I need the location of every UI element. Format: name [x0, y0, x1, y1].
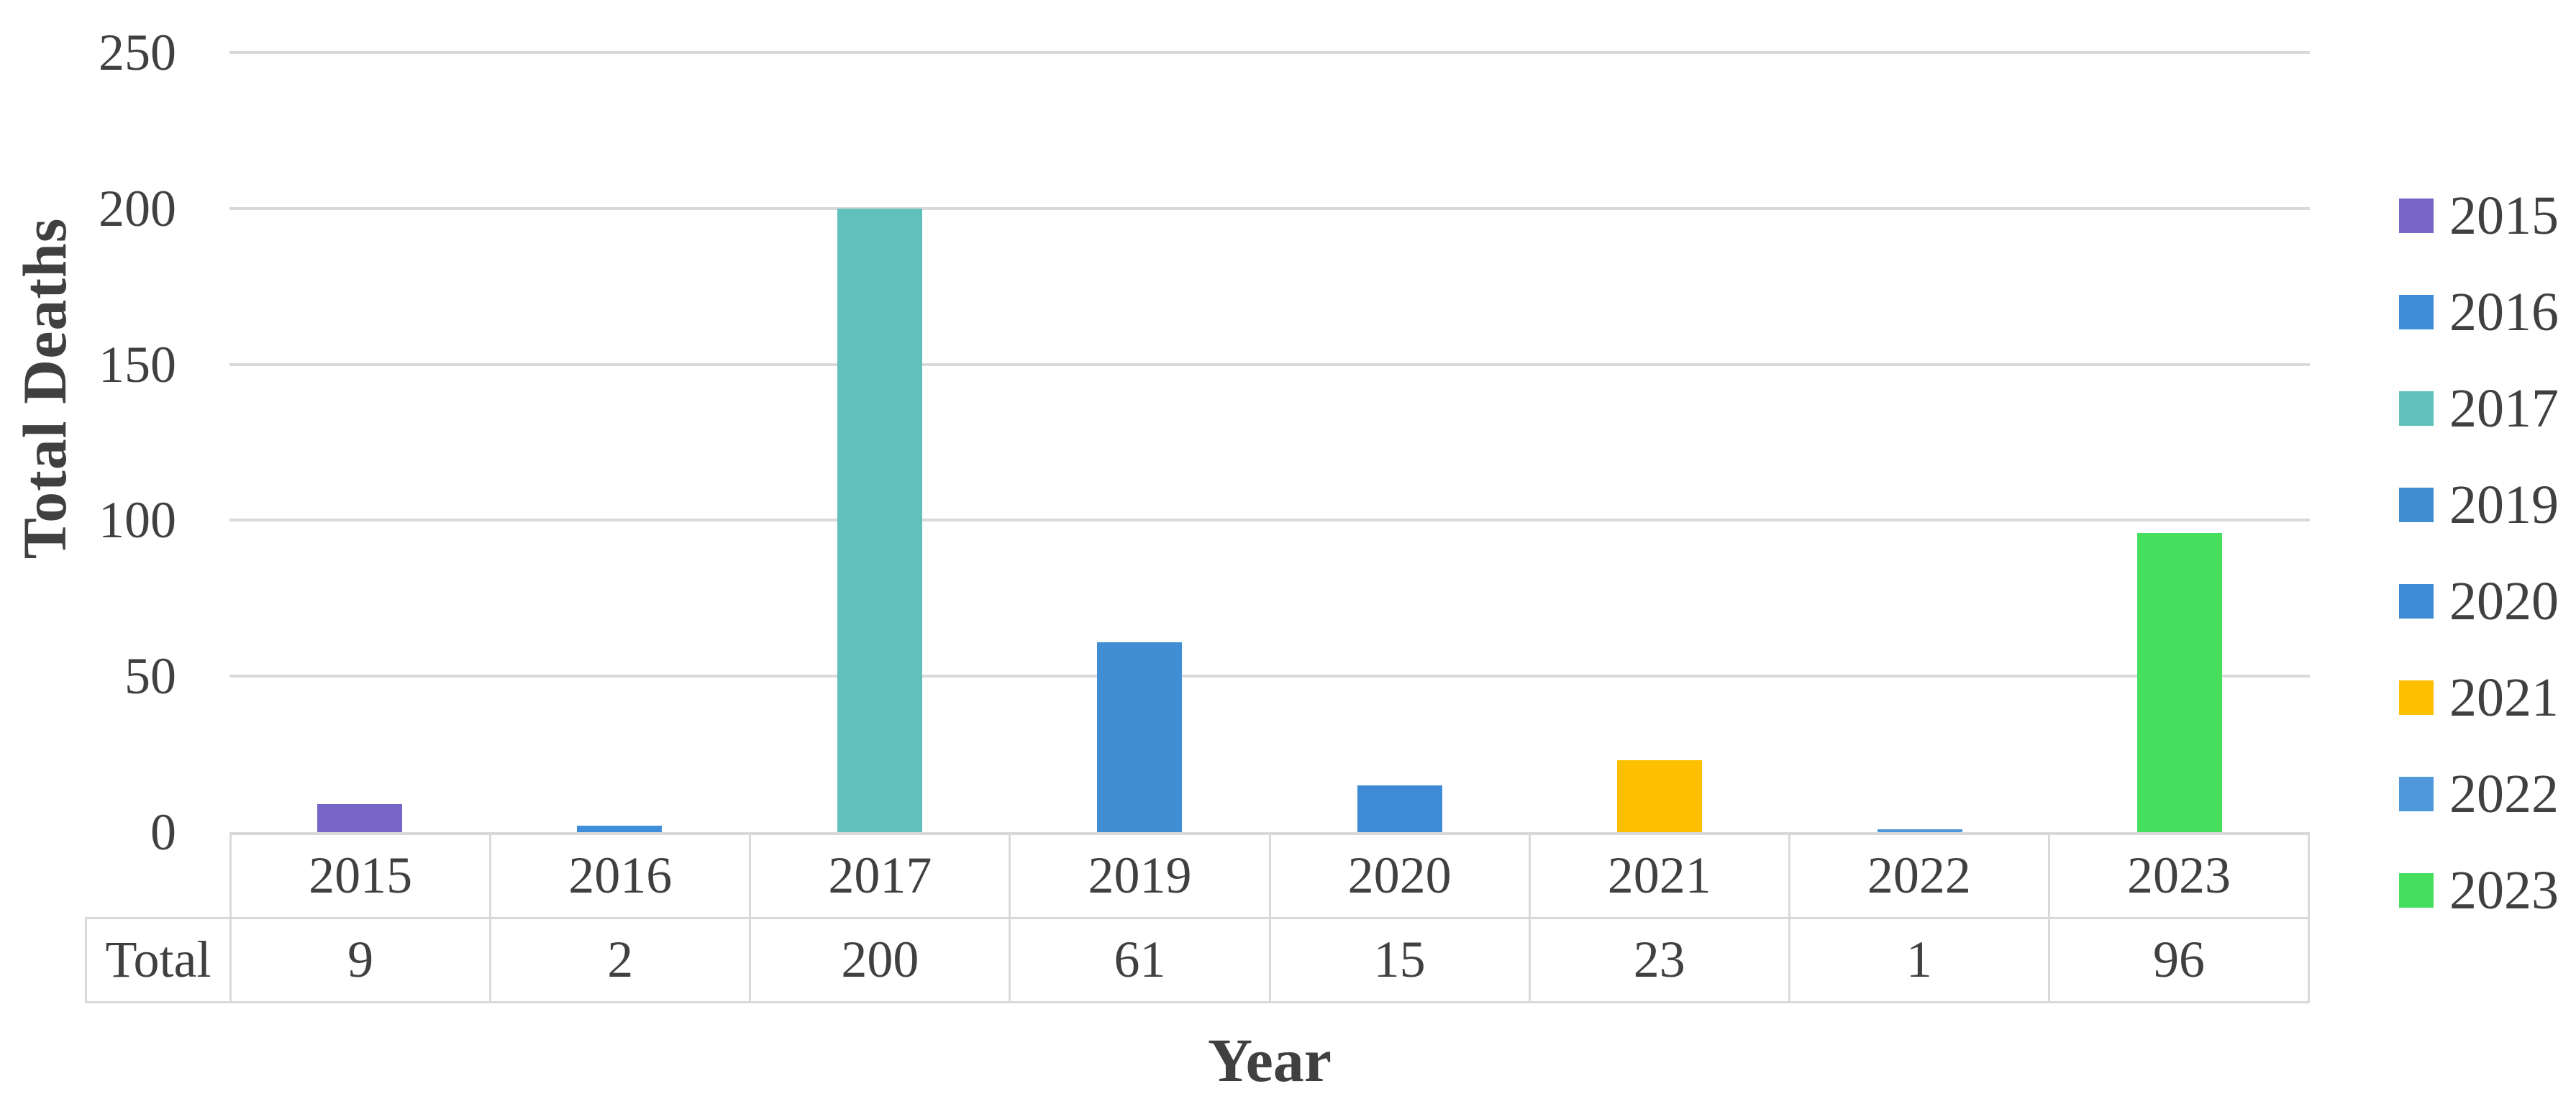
- gridline-250: [229, 51, 2310, 54]
- legend-item-2021: 2021: [2399, 667, 2559, 728]
- legend-label-2020: 2020: [2449, 571, 2559, 631]
- bar-2015: [317, 803, 402, 832]
- table-value-cell-2015: 9: [229, 919, 489, 1001]
- legend-label-2022: 2022: [2449, 764, 2559, 824]
- y-tick-label-250: 250: [99, 24, 176, 81]
- bar-2019: [1097, 642, 1183, 832]
- legend-item-2022: 2022: [2399, 764, 2559, 824]
- gridline-200: [229, 206, 2310, 210]
- legend-label-2017: 2017: [2449, 378, 2559, 439]
- bar-2016: [577, 826, 663, 832]
- x-category-cell-2021: 2021: [1528, 835, 1788, 917]
- data-table-total-row: Total 9 2 200 61 15 23 1 96: [85, 917, 2310, 1003]
- table-value-cell-2022: 1: [1788, 919, 2048, 1001]
- legend-swatch-2023: [2399, 873, 2434, 908]
- data-table-row-label: Total: [85, 919, 229, 1001]
- gridline-50: [229, 675, 2310, 678]
- x-category-cell-2015: 2015: [229, 835, 489, 917]
- legend-swatch-2017: [2399, 391, 2434, 426]
- legend-item-2023: 2023: [2399, 860, 2559, 921]
- bar-2021: [1617, 760, 1703, 832]
- x-category-cell-2022: 2022: [1788, 835, 2048, 917]
- bar-2023: [2137, 532, 2223, 832]
- legend-swatch-2021: [2399, 680, 2434, 715]
- legend-item-2019: 2019: [2399, 475, 2559, 535]
- legend-swatch-2020: [2399, 584, 2434, 619]
- gridline-150: [229, 362, 2310, 366]
- table-value-cell-2023: 96: [2047, 919, 2308, 1001]
- legend-item-2016: 2016: [2399, 282, 2559, 342]
- table-value-cell-2017: 200: [749, 919, 1009, 1001]
- legend-item-2017: 2017: [2399, 378, 2559, 439]
- table-value-cell-2020: 15: [1268, 919, 1529, 1001]
- y-tick-label-50: 50: [124, 647, 176, 706]
- y-tick-label-150: 150: [99, 335, 176, 393]
- y-tick-label-200: 200: [99, 179, 176, 237]
- x-axis-category-row: 2015 2016 2017 2019 2020 2021 2022 2023: [229, 832, 2310, 917]
- table-value-cell-2021: 23: [1528, 919, 1788, 1001]
- legend-item-2020: 2020: [2399, 571, 2559, 631]
- bar-2017: [837, 208, 922, 832]
- x-category-cell-2019: 2019: [1009, 835, 1268, 917]
- x-category-cell-2017: 2017: [749, 835, 1009, 917]
- bar-2022: [1877, 829, 1962, 832]
- legend-label-2021: 2021: [2449, 667, 2559, 728]
- y-tick-label-0: 0: [150, 803, 176, 861]
- table-value-cell-2016: 2: [489, 919, 749, 1001]
- legend-label-2019: 2019: [2449, 475, 2559, 535]
- gridline-100: [229, 519, 2310, 522]
- table-value-cell-2019: 61: [1009, 919, 1268, 1001]
- y-tick-label-100: 100: [99, 491, 176, 550]
- x-category-cell-2016: 2016: [489, 835, 749, 917]
- legend-label-2023: 2023: [2449, 860, 2559, 921]
- legend-item-2015: 2015: [2399, 186, 2559, 246]
- legend-swatch-2022: [2399, 777, 2434, 811]
- legend-swatch-2019: [2399, 488, 2434, 522]
- legend-label-2016: 2016: [2449, 282, 2559, 342]
- legend-label-2015: 2015: [2449, 186, 2559, 246]
- x-category-cell-2023: 2023: [2047, 835, 2308, 917]
- bar-2020: [1357, 785, 1442, 832]
- x-category-cell-2020: 2020: [1268, 835, 1529, 917]
- legend-swatch-2015: [2399, 199, 2434, 233]
- legend-swatch-2016: [2399, 295, 2434, 329]
- x-axis-title: Year: [1208, 1026, 1332, 1095]
